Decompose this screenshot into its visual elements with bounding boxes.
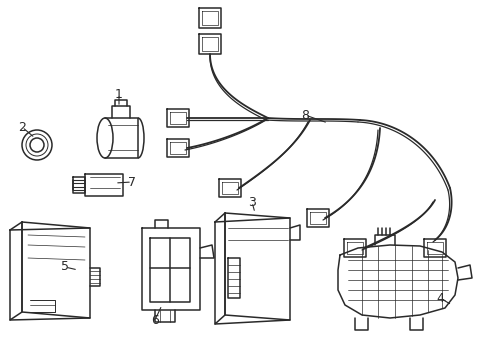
Text: 7: 7: [128, 176, 136, 189]
Text: 5: 5: [61, 261, 69, 274]
Text: 8: 8: [301, 108, 309, 122]
Text: 2: 2: [18, 121, 26, 134]
Text: 4: 4: [436, 292, 444, 305]
Text: 6: 6: [151, 314, 159, 327]
Text: 1: 1: [115, 87, 123, 100]
Text: 3: 3: [248, 195, 256, 208]
